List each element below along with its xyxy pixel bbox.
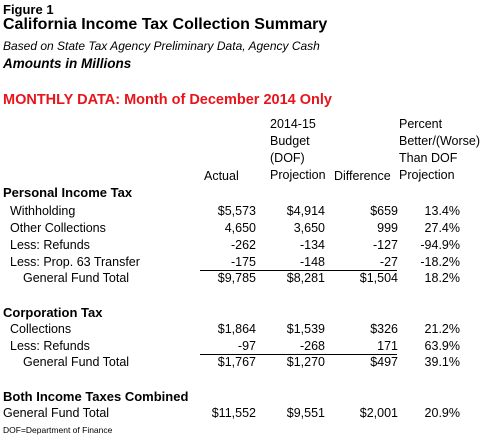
actual-cell: $1,767: [217, 355, 256, 369]
total-label: General Fund Total: [23, 355, 130, 369]
total-rule: [200, 270, 397, 271]
percent-cell: 63.9%: [424, 339, 460, 353]
difference-cell: 171: [377, 339, 398, 353]
row-label: Withholding: [10, 204, 76, 218]
actual-cell: $5,573: [217, 204, 256, 218]
percent-header-line: Percent: [399, 117, 443, 131]
difference-cell: -27: [379, 255, 398, 269]
actual-cell: $1,864: [217, 322, 256, 336]
monthly-heading: MONTHLY DATA: Month of December 2014 Onl…: [3, 92, 332, 108]
row-label: Less: Refunds: [10, 238, 90, 252]
percent-column-header: Percent Better/(Worse) Than DOF Projecti…: [399, 116, 480, 184]
difference-cell: $1,504: [359, 271, 398, 285]
units-note: Amounts in Millions: [3, 56, 132, 71]
budget-cell: $9,551: [286, 406, 325, 420]
percent-cell: -18.2%: [420, 255, 460, 269]
difference-cell: $497: [370, 355, 398, 369]
total-rule: [200, 354, 397, 355]
budget-cell: $1,539: [286, 322, 325, 336]
difference-cell: -127: [372, 238, 398, 252]
actual-cell: -175: [230, 255, 256, 269]
report-subtitle: Based on State Tax Agency Preliminary Da…: [3, 39, 320, 53]
budget-cell: $4,914: [286, 204, 325, 218]
percent-cell: 20.9%: [424, 406, 460, 420]
row-label: Less: Prop. 63 Transfer: [10, 255, 140, 269]
budget-header-line: Budget: [270, 134, 310, 148]
actual-cell: 4,650: [224, 221, 256, 235]
budget-header-line: (DOF): [270, 151, 305, 165]
budget-cell: -268: [299, 339, 325, 353]
budget-cell: $8,281: [286, 271, 325, 285]
difference-cell: 999: [377, 221, 398, 235]
total-label: General Fund Total: [3, 406, 110, 420]
difference-cell: $659: [370, 204, 398, 218]
percent-cell: 39.1%: [424, 355, 460, 369]
percent-cell: 27.4%: [424, 221, 460, 235]
actual-cell: -262: [230, 238, 256, 252]
percent-cell: 18.2%: [424, 271, 460, 285]
percent-cell: -94.9%: [420, 238, 460, 252]
difference-column-header: Difference: [334, 169, 391, 183]
budget-header-line: Projection: [270, 168, 326, 182]
budget-column-header: 2014-15 Budget (DOF) Projection: [270, 116, 326, 184]
percent-cell: 13.4%: [424, 204, 460, 218]
percent-header-line: Than DOF: [399, 151, 458, 165]
budget-cell: -134: [299, 238, 325, 252]
section-heading-corp: Corporation Tax: [3, 305, 103, 320]
total-label: General Fund Total: [23, 271, 130, 285]
percent-header-line: Projection: [399, 168, 455, 182]
difference-cell: $2,001: [359, 406, 398, 420]
footnote: DOF=Department of Finance: [3, 425, 113, 435]
section-heading-pit: Personal Income Tax: [3, 185, 133, 200]
percent-header-line: Better/(Worse): [399, 134, 481, 148]
row-label: Other Collections: [10, 221, 106, 235]
budget-cell: -148: [299, 255, 325, 269]
actual-cell: -97: [237, 339, 256, 353]
row-label: Collections: [10, 322, 72, 336]
difference-cell: $326: [370, 322, 398, 336]
actual-cell: $9,785: [217, 271, 256, 285]
figure-label: Figure 1: [3, 2, 54, 17]
report-title: California Income Tax Collection Summary: [3, 16, 328, 33]
section-heading-combined: Both Income Taxes Combined: [3, 389, 189, 404]
budget-header-line: 2014-15: [270, 117, 316, 131]
actual-cell: $11,552: [211, 406, 256, 420]
budget-cell: 3,650: [293, 221, 325, 235]
actual-column-header: Actual: [204, 169, 239, 183]
percent-cell: 21.2%: [424, 322, 460, 336]
budget-cell: $1,270: [286, 355, 325, 369]
row-label: Less: Refunds: [10, 339, 90, 353]
